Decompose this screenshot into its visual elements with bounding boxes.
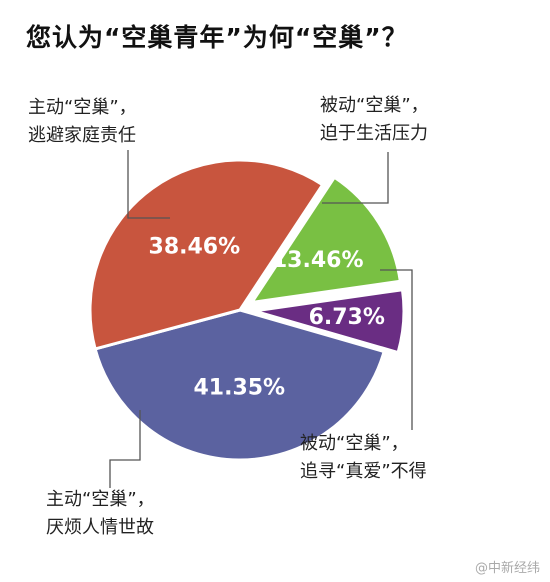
chart-title: 您认为“空巢青年”为何“空巢”？ xyxy=(26,23,408,52)
slice-active-relations xyxy=(93,308,386,462)
slice-label-passive-pressure: 被动“空巢”， 迫于生活压力 xyxy=(320,95,429,144)
slice-passive-love-leader-line xyxy=(380,269,413,430)
slice-active-family-leader-line xyxy=(127,150,170,219)
slice-passive-love-value-label: 6.73% xyxy=(309,305,385,330)
slice-label-active-relations: 主动“空巢”， 厌烦人情世故 xyxy=(46,489,155,538)
slice-active-relations-leader-line xyxy=(109,410,141,488)
slice-passive-pressure-leader-line xyxy=(322,152,389,204)
slice-passive-love xyxy=(252,288,406,355)
slice-active-family xyxy=(88,158,325,351)
slice-label-active-family: 主动“空巢”， 逃避家庭责任 xyxy=(28,97,137,146)
slice-active-family-value-label: 38.46% xyxy=(149,234,241,259)
slice-active-relations-value-label: 41.35% xyxy=(193,375,285,400)
slice-label-passive-love: 被动“空巢”， 追寻“真爱”不得 xyxy=(300,433,427,482)
slice-passive-pressure xyxy=(250,175,402,305)
slice-passive-pressure-value-label: 13.46% xyxy=(272,248,364,273)
watermark: @中新经纬 xyxy=(474,561,540,576)
